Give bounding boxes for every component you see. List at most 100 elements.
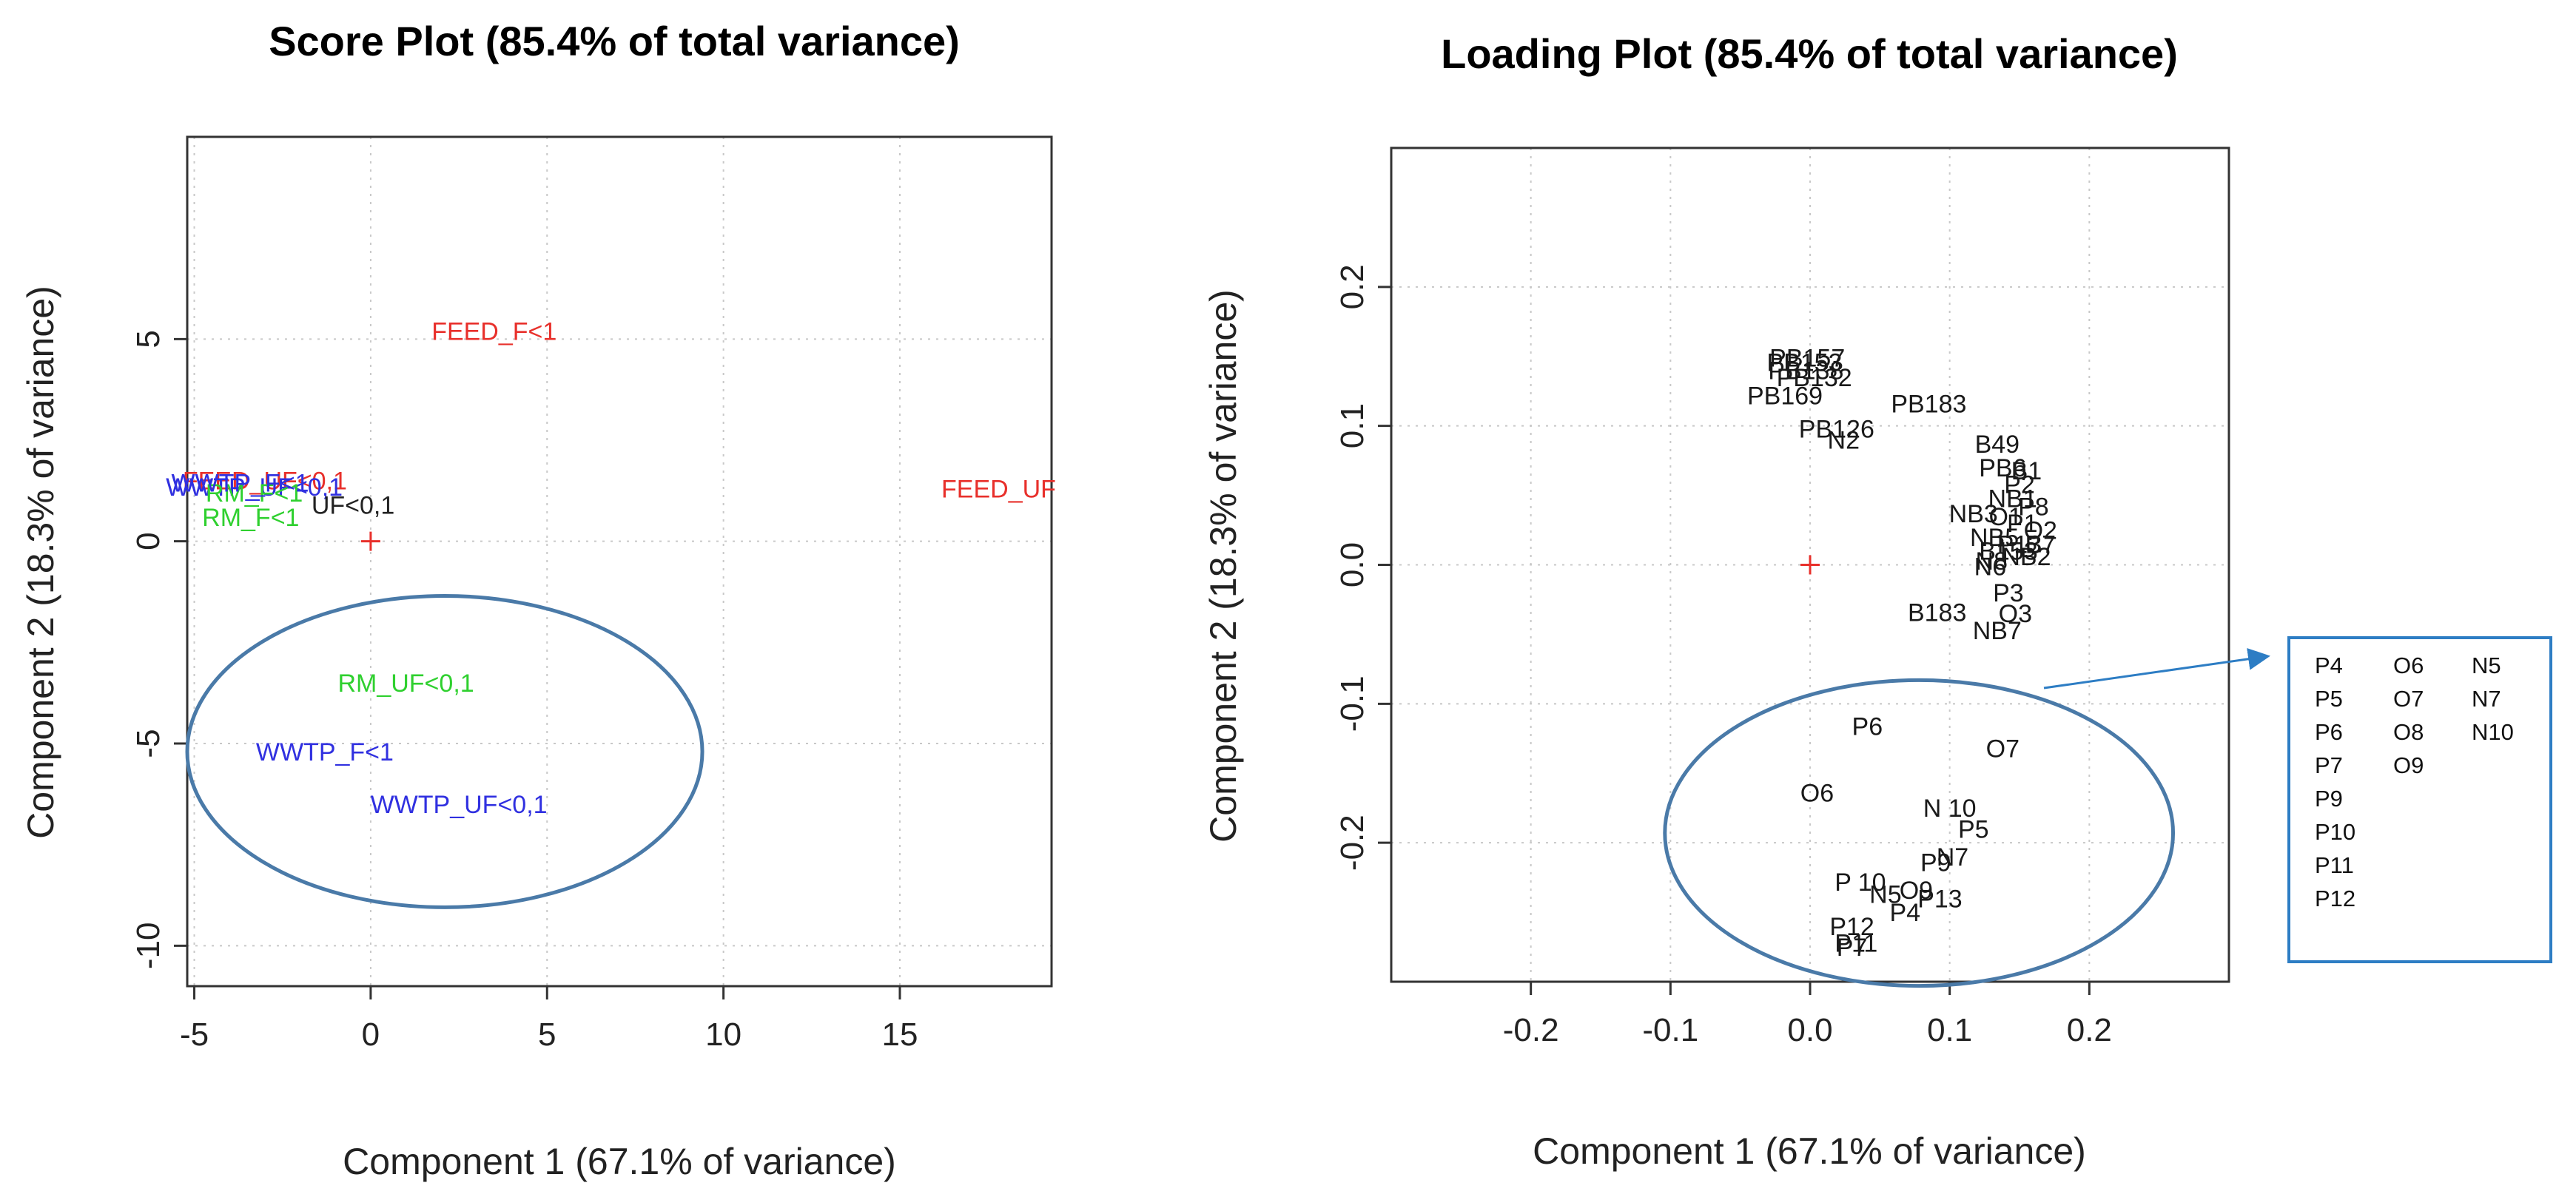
loading-point-label: P 10 (1835, 869, 1886, 897)
score-y-tick-label: -5 (130, 729, 167, 758)
legend-box (2287, 636, 2552, 963)
loading-point-label: B153 (1979, 538, 2037, 566)
legend-entry: P9 (2315, 786, 2343, 812)
legend-entry: P12 (2315, 886, 2355, 911)
loading-point-label: NB3 (1949, 500, 1998, 528)
loading-point-label: PB132 (1777, 364, 1852, 392)
loading-point-label: NB2 (2002, 543, 2051, 571)
loading-point-label: P7 (1837, 934, 1868, 962)
loading-ticks: -0.2 -0.1 0.0 0.1 0.2 -0.2 -0.1 0.0 0.1 0.2 (1334, 264, 2112, 1048)
legend-entry: P11 (2315, 852, 2354, 878)
score-y-tick-label: 0 (130, 532, 167, 550)
loading-x-tick-label: 0.2 (2067, 1012, 2112, 1048)
score-point-label: UF<0,1 (312, 491, 394, 519)
loading-point-label: PB126 (1799, 415, 1874, 443)
loading-point-label: B183 (1908, 598, 1966, 627)
loading-plot-title: Loading Plot (85.4% of total variance) (1441, 30, 2178, 77)
legend-entry: P10 (2315, 819, 2355, 845)
loading-point-label: P6 (1852, 712, 1883, 741)
loading-x-tick-label: -0.1 (1642, 1012, 1698, 1048)
legend-entry: P7 (2315, 752, 2343, 778)
score-x-tick-label: -5 (180, 1016, 209, 1053)
loading-point-label: N8 (1976, 547, 2008, 576)
loading-x-axis-label: Component 1 (67.1% of variance) (1533, 1130, 2086, 1172)
score-x-axis-label: Component 1 (67.1% of variance) (343, 1141, 896, 1182)
loading-point-label: P3 (1993, 579, 2024, 607)
score-x-tick-label: 10 (705, 1016, 741, 1053)
legend-entry: N7 (2472, 686, 2501, 712)
loading-point-label: N2 (1828, 426, 1860, 454)
score-y-tick-label: -10 (130, 923, 167, 970)
loading-point-label: O7 (1986, 735, 2020, 763)
score-point-label: RM_F<1 (206, 479, 303, 508)
score-origin-marker (360, 531, 380, 551)
score-point-label: FEED_UF<0,1 (183, 468, 347, 496)
loading-point-label: NB5 (1970, 524, 2019, 552)
score-highlight-ellipse (185, 593, 704, 909)
loading-point-label: P4 (1889, 899, 1920, 927)
loading-plot: Loading Plot (85.4% of total variance) -… (1203, 30, 2552, 1172)
loading-y-tick-label: 0.1 (1334, 403, 1371, 448)
score-point-label: WWTP_F<1 (256, 738, 394, 766)
callout-arrow (2043, 647, 2270, 689)
loading-point-label: P12 (1829, 913, 1874, 941)
score-y-tick-label: 5 (130, 330, 167, 348)
legend-entry: O7 (2393, 686, 2424, 712)
loading-point-label: P5 (1958, 815, 1989, 843)
score-grid (187, 137, 1052, 986)
score-plot-title: Score Plot (85.4% of total variance) (269, 18, 960, 64)
legend-entry: O8 (2393, 719, 2424, 745)
score-points: FEED_F<1FEED_UFFEED_UF<0,1WWTP_UF<0,1RM_… (166, 317, 1056, 819)
loading-y-tick-label: 0.2 (1334, 264, 1371, 309)
loading-point-label: O9 (1900, 877, 1933, 905)
loading-x-tick-label: -0.2 (1503, 1012, 1559, 1048)
loading-point-label: PB183 (1891, 391, 1966, 419)
score-x-tick-label: 5 (538, 1016, 556, 1053)
loading-point-label: PB6 (1979, 454, 2026, 482)
score-plot: Score Plot (85.4% of total variance) -5 0… (20, 18, 1056, 1182)
loading-point-label: B7 (2025, 530, 2057, 559)
score-point-label: RM_F<1 (202, 504, 299, 532)
score-x-tick-label: 0 (362, 1016, 380, 1053)
loading-point-label: O2 (2024, 517, 2057, 545)
loading-point-label: B49 (1975, 431, 2020, 459)
loading-point-label: P11 (1835, 929, 1877, 957)
loading-x-tick-label: 0.1 (1927, 1012, 1972, 1048)
loading-y-tick-label: -0.1 (1334, 675, 1371, 732)
loading-point-label: N6 (1974, 553, 2006, 581)
loading-point-label: N7 (1937, 843, 1968, 871)
loading-ellipse-layer (1663, 678, 2176, 988)
legend-entry: N5 (2472, 653, 2501, 678)
loading-point-label: NB7 (1973, 617, 2022, 645)
loading-point-label: N 10 (1923, 795, 1977, 823)
loading-y-tick-label: 0.0 (1334, 542, 1371, 587)
score-y-axis-label: Component 2 (18.3% of variance) (20, 286, 61, 839)
loading-point-label: P9 (1920, 849, 1951, 877)
score-ticks: -5 0 5 10 15 -10 -5 0 5 (130, 330, 918, 1053)
loading-point-label: P1 (2007, 510, 2038, 538)
loading-grid (1391, 148, 2229, 982)
legend-entry: O9 (2393, 752, 2424, 778)
score-x-tick-label: 15 (882, 1016, 918, 1053)
score-point-label: FEED_F<1 (431, 317, 556, 345)
loading-point-label: PB169 (1747, 382, 1823, 410)
loading-point-label: P2 (2004, 471, 2035, 499)
legend-entry: P4 (2315, 653, 2343, 678)
loading-y-axis-label: Component 2 (18.3% of variance) (1203, 289, 1244, 843)
loading-origin-marker (1800, 555, 1820, 575)
loading-point-label: O1 (1988, 503, 2022, 531)
loading-point-label: PB153 (1766, 348, 1842, 377)
score-ellipse-layer (185, 593, 704, 909)
score-point-label: WWTP_F<1 (171, 469, 309, 497)
loading-point-label: P13 (1997, 530, 2042, 559)
loading-point-label: O6 (1800, 780, 1834, 808)
loading-point-label: B1 (2011, 457, 2042, 485)
loading-point-label: PB157 (1769, 345, 1845, 373)
loading-point-label: P13 (1917, 885, 1963, 913)
legend-entry: P6 (2315, 719, 2343, 745)
score-point-label: WWTP_UF<0,1 (166, 473, 343, 502)
loading-x-tick-label: 0.0 (1787, 1012, 1832, 1048)
score-point-label: RM_UF<0,1 (337, 670, 474, 698)
